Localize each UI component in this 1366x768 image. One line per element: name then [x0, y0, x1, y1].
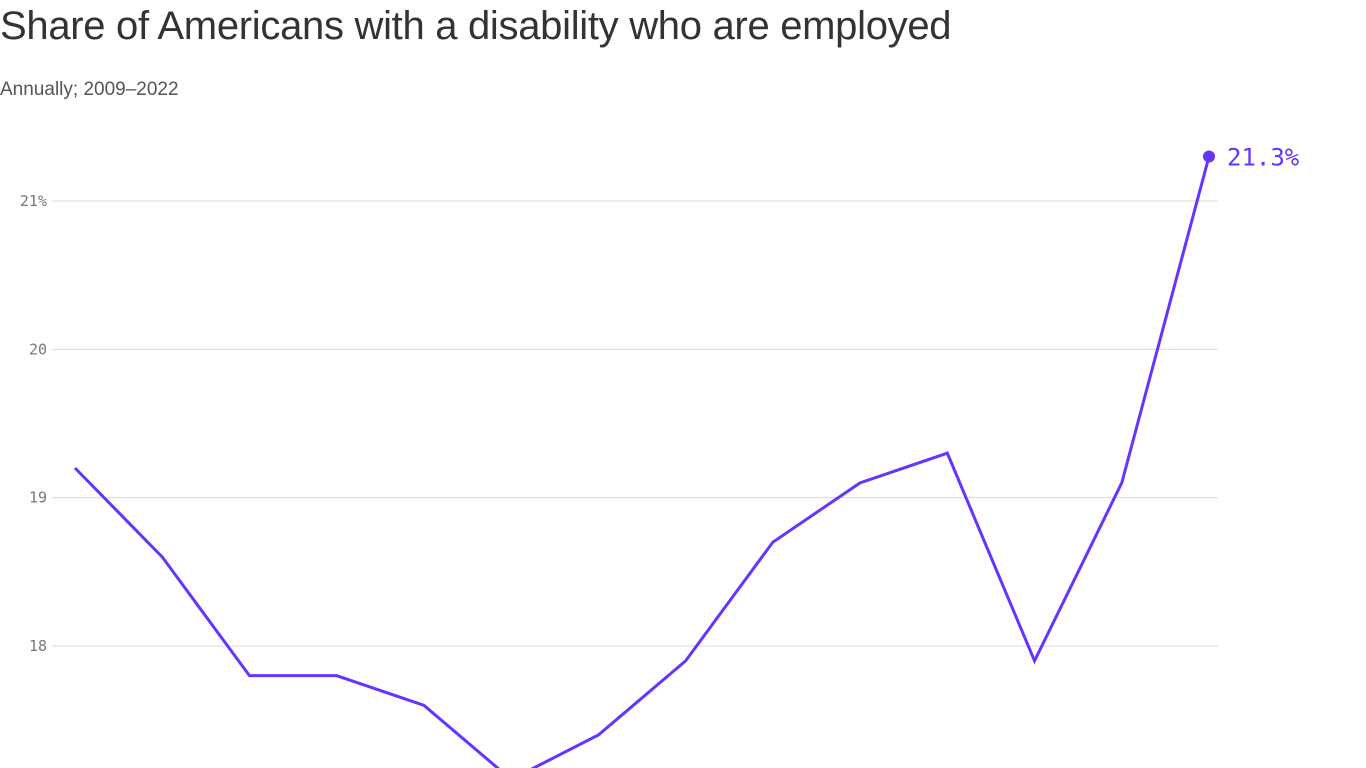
y-tick-label: 19 — [29, 489, 47, 507]
data-point — [1203, 150, 1215, 163]
y-tick-label: 18 — [29, 637, 47, 655]
chart-subtitle: Annually; 2009–2022 — [0, 79, 179, 100]
y-tick-label: 20 — [29, 340, 47, 358]
series-line — [73, 156, 1211, 768]
y-tick-label: 21% — [20, 192, 47, 210]
end-value-label: 21.3% — [1227, 144, 1300, 172]
chart-title: Share of Americans with a disability who… — [0, 4, 952, 48]
